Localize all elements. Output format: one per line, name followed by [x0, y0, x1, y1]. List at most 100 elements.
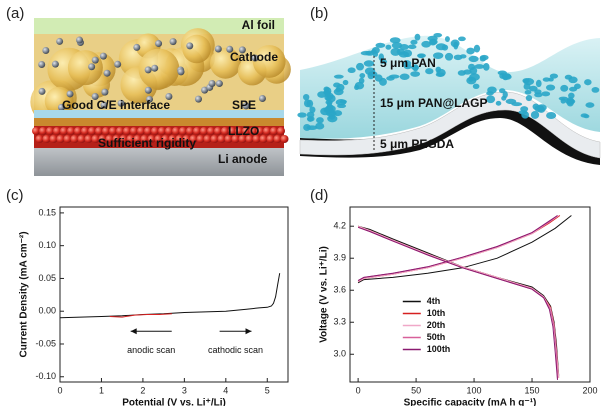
lagp-particle — [297, 112, 306, 117]
y-tick-label: 4.2 — [333, 221, 346, 231]
carbon-particle — [104, 70, 111, 77]
carbon-particle — [215, 45, 222, 52]
carbon-particle — [151, 65, 158, 72]
x-tick-label: 0 — [356, 385, 361, 395]
lagp-particle — [307, 117, 313, 122]
llzo-particle — [88, 127, 96, 135]
llzo-particle — [197, 135, 205, 143]
carbon-particle — [88, 63, 95, 70]
lagp-particle — [546, 112, 556, 119]
llzo-particle — [67, 127, 75, 135]
carbon-particle — [101, 89, 108, 96]
lagp-particle — [526, 95, 532, 101]
lagp-particle — [581, 113, 589, 117]
llzo-particle — [50, 135, 58, 143]
llzo-particle — [214, 127, 222, 135]
annotation: cathodic scan — [208, 345, 263, 355]
llzo-particle — [218, 135, 226, 143]
lagp-particle — [337, 104, 346, 108]
lagp-particle — [585, 102, 594, 108]
label: Li anode — [218, 152, 268, 166]
lagp-particle — [436, 69, 445, 77]
lagp-particle — [546, 84, 555, 90]
llzo-particle — [204, 135, 212, 143]
lagp-particle — [445, 53, 453, 61]
carbon-particle — [56, 38, 63, 45]
plot-frame — [60, 207, 288, 382]
lagp-particle — [315, 123, 324, 130]
lagp-particle — [359, 73, 365, 78]
lagp-particle — [390, 48, 400, 56]
lagp-particle — [364, 60, 374, 66]
llzo-particle — [277, 127, 285, 135]
llzo-particle — [116, 127, 124, 135]
llzo-particle — [144, 127, 152, 135]
y-tick-label: -0.10 — [35, 371, 56, 381]
x-tick-label: 5 — [265, 385, 270, 395]
lagp-particle — [327, 115, 337, 122]
x-tick-label: 1 — [99, 385, 104, 395]
y-tick-label: 0.10 — [38, 240, 56, 250]
llzo-particle — [57, 135, 65, 143]
lagp-particle — [361, 51, 372, 55]
lagp-particle — [480, 56, 487, 62]
llzo-particle — [60, 127, 68, 135]
lagp-particle — [511, 102, 522, 106]
llzo-particle — [165, 127, 173, 135]
lagp-particle — [568, 76, 577, 83]
lagp-particle — [496, 101, 502, 106]
data-line — [358, 216, 557, 379]
lagp-particle — [340, 100, 347, 104]
carbon-particle — [145, 66, 152, 73]
label: 5 μm PAN — [380, 56, 436, 70]
carbon-particle — [76, 37, 83, 44]
x-axis-title: Potential (V vs. Li⁺/Li) — [122, 398, 226, 406]
llzo-particle — [193, 127, 201, 135]
label: Cathode — [230, 50, 278, 64]
lagp-particle — [525, 90, 532, 94]
llzo-particle — [274, 135, 282, 143]
llzo-particle — [158, 127, 166, 135]
panel-label: (b) — [310, 5, 328, 22]
lagp-particle — [410, 40, 417, 45]
lagp-particle — [499, 88, 505, 93]
llzo-particle — [102, 127, 110, 135]
x-tick-label: 50 — [411, 385, 421, 395]
llzo-particle — [39, 127, 47, 135]
lagp-particle — [307, 100, 314, 108]
llzo-particle — [137, 127, 145, 135]
carbon-particle — [133, 44, 140, 51]
lagp-particle — [559, 97, 568, 101]
llzo-particle — [260, 135, 268, 143]
lagp-particle — [316, 117, 324, 123]
llzo-particle — [64, 135, 72, 143]
lagp-particle — [524, 83, 531, 90]
y-tick-label: 3.9 — [333, 253, 346, 263]
cathode-particle — [139, 49, 180, 90]
llzo-particle — [130, 127, 138, 135]
lagp-particle — [560, 85, 568, 92]
y-tick-label: 3.0 — [333, 349, 346, 359]
lagp-particle — [534, 93, 542, 98]
x-tick-label: 100 — [467, 385, 482, 395]
lagp-particle — [372, 47, 380, 54]
x-tick-label: 4 — [223, 385, 228, 395]
label: 15 μm PAN@LAGP — [380, 96, 488, 110]
y-tick-label: -0.05 — [35, 338, 56, 348]
lagp-particle — [470, 67, 478, 75]
lagp-particle — [538, 106, 544, 112]
lagp-particle — [356, 63, 364, 71]
legend-label: 4th — [427, 296, 441, 306]
x-axis-title: Specific capacity (mA h g⁻¹) — [404, 398, 537, 406]
y-tick-label: 3.3 — [333, 317, 346, 327]
figure: Al foil Cathode Good C/E interface SPE L… — [0, 0, 612, 406]
carbon-particle — [67, 90, 74, 97]
y-tick-label: 0.00 — [38, 306, 56, 316]
lagp-particle — [584, 79, 592, 85]
label: Al foil — [242, 18, 275, 32]
lagp-particle — [567, 99, 574, 106]
label: Good C/E interface — [62, 98, 170, 112]
lagp-particle — [451, 40, 460, 48]
lagp-particle — [392, 42, 403, 48]
panel-label: (a) — [6, 5, 24, 22]
